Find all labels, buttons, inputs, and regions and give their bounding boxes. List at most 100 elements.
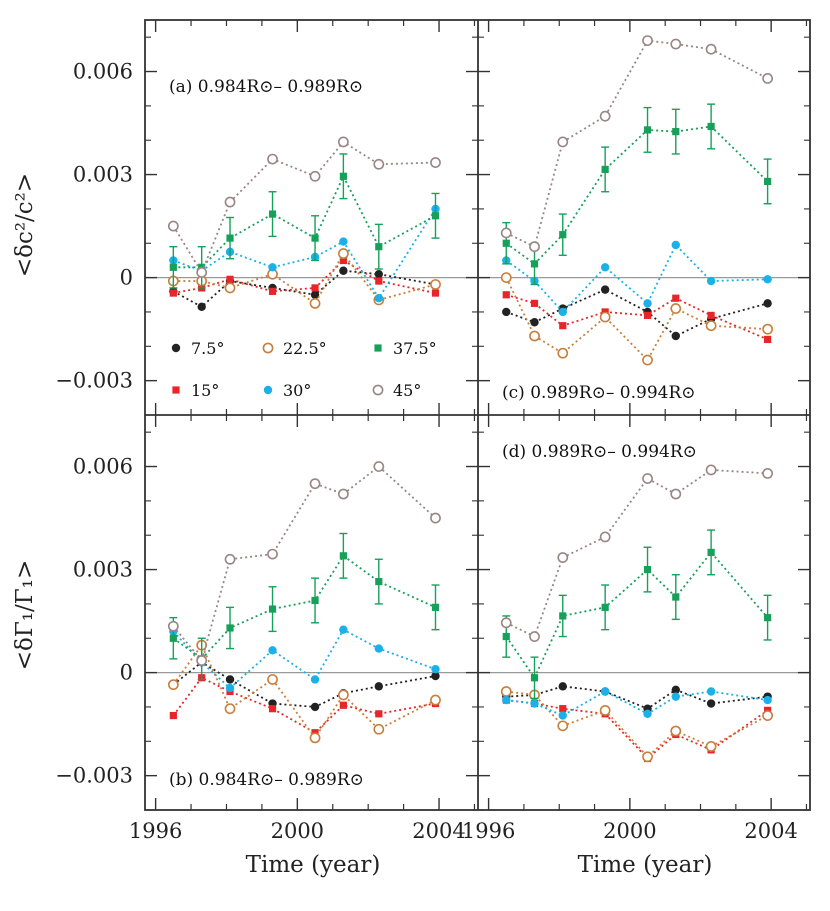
data-point xyxy=(529,631,540,642)
data-point xyxy=(642,751,653,763)
series-line xyxy=(172,643,436,740)
data-point xyxy=(268,646,277,655)
data-point xyxy=(267,153,278,165)
series-line xyxy=(505,293,768,341)
series-45-deg xyxy=(167,461,441,666)
data-point xyxy=(671,240,680,250)
data-point xyxy=(643,299,652,308)
data-point xyxy=(599,110,611,122)
data-point xyxy=(764,614,772,622)
data-point xyxy=(339,237,348,246)
data-point xyxy=(706,687,716,696)
data-point xyxy=(600,285,610,294)
data-point xyxy=(311,234,319,242)
panel-label: (c) 0.989R⊙– 0.994R⊙ xyxy=(502,383,696,403)
data-point xyxy=(530,318,539,327)
data-point xyxy=(374,269,384,279)
data-point xyxy=(310,702,320,712)
data-point xyxy=(309,478,321,490)
panel-label: (a) 0.984R⊙– 0.989R⊙ xyxy=(169,77,363,97)
series-line xyxy=(172,661,436,708)
data-point xyxy=(502,632,510,641)
data-point xyxy=(672,128,680,136)
data-point xyxy=(642,35,653,47)
data-point xyxy=(500,686,512,697)
series-line xyxy=(505,469,768,638)
data-point xyxy=(431,671,440,681)
data-point xyxy=(502,695,511,705)
data-point xyxy=(226,624,234,632)
data-point xyxy=(762,710,774,721)
data-point xyxy=(601,603,609,611)
data-point xyxy=(268,263,277,272)
series-7.5-deg xyxy=(502,285,772,341)
data-point xyxy=(559,322,567,330)
data-point xyxy=(670,38,682,50)
data-point xyxy=(431,603,440,611)
data-point xyxy=(671,685,680,694)
data-point xyxy=(311,284,319,292)
data-point xyxy=(225,675,235,684)
data-point xyxy=(764,335,772,344)
data-point xyxy=(226,234,234,242)
y-tick-label: −0.003 xyxy=(55,764,133,788)
data-point xyxy=(430,279,441,290)
y-tick-label: 0 xyxy=(120,661,133,685)
data-point xyxy=(500,227,512,239)
data-point xyxy=(707,311,715,319)
series-37.5-deg xyxy=(169,532,440,681)
series-line xyxy=(506,685,768,710)
data-point xyxy=(339,701,347,709)
legend-marker xyxy=(374,344,382,352)
panel-a: −0.003 0 0.003 0.006 (a) 0.984R⊙– 0.989R⊙ xyxy=(55,20,478,416)
legend-entry: 30° xyxy=(263,381,311,400)
legend-marker xyxy=(171,343,181,353)
data-point xyxy=(431,212,440,220)
data-point xyxy=(707,122,715,131)
y-tick-label: −0.003 xyxy=(55,369,133,393)
panel-label: (b) 0.984R⊙– 0.989R⊙ xyxy=(169,770,364,790)
legend-entry: 7.5° xyxy=(171,339,224,358)
series-line xyxy=(505,277,768,362)
panel-b: 1996 2000 2004 −0.003 0 0.003 0.006 (b) 0.984R⊙… xyxy=(55,415,478,843)
data-point xyxy=(670,488,682,500)
series-7.5-deg xyxy=(502,682,772,713)
series-line xyxy=(505,550,769,680)
data-point xyxy=(311,596,319,605)
data-point xyxy=(375,710,383,718)
series-line xyxy=(172,140,436,275)
panel-label: (d) 0.989R⊙– 0.994R⊙ xyxy=(502,442,697,462)
series-line xyxy=(172,628,436,690)
data-point xyxy=(557,136,569,148)
data-point xyxy=(642,473,653,484)
data-point xyxy=(530,674,539,682)
x-tick-label: 2004 xyxy=(412,819,465,843)
series-line xyxy=(506,690,768,717)
x-tick-label: 2004 xyxy=(744,819,797,843)
data-point xyxy=(600,263,610,272)
data-point xyxy=(559,231,567,239)
data-point xyxy=(373,723,385,735)
data-point xyxy=(705,320,717,332)
series-line xyxy=(506,699,769,760)
panels: −0.003 0 0.003 0.006 (a) 0.984R⊙– 0.989R⊙ (c)… xyxy=(55,19,811,843)
data-point xyxy=(339,172,347,180)
data-point xyxy=(196,655,208,666)
series-line xyxy=(506,690,769,759)
data-point xyxy=(762,323,774,335)
series-7.5-deg xyxy=(169,658,440,712)
series-line xyxy=(505,288,768,338)
series-line xyxy=(173,208,437,300)
series-line xyxy=(505,125,769,266)
data-point xyxy=(224,703,236,715)
legend-entry: 15° xyxy=(172,381,219,400)
data-point xyxy=(431,664,440,674)
data-point xyxy=(310,675,320,684)
x-tick-label: 1996 xyxy=(129,819,182,843)
legend-label: 37.5° xyxy=(393,339,437,358)
series-15-deg xyxy=(502,696,772,763)
series-line xyxy=(173,259,436,294)
data-point xyxy=(643,709,652,719)
data-point xyxy=(339,552,347,560)
y-tick-label: 0.003 xyxy=(73,163,133,187)
